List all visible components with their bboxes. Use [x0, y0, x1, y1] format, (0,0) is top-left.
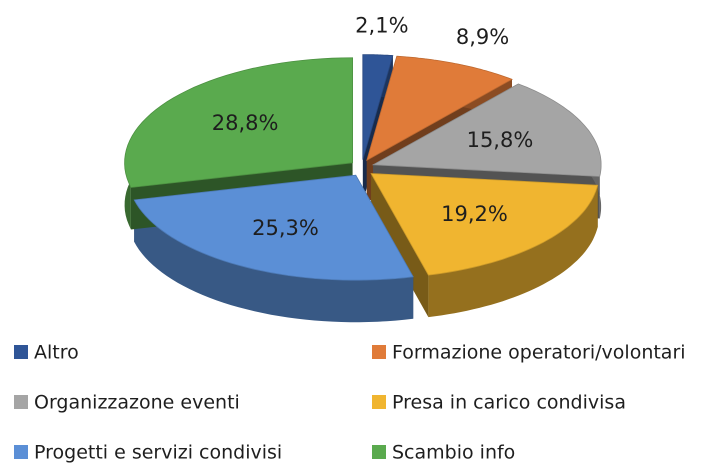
pie-slice	[124, 57, 353, 188]
pie-slice	[133, 174, 414, 281]
slice-cut-wall	[371, 173, 429, 318]
legend-label: Formazione operatori/volontari	[392, 342, 686, 364]
legend-swatch	[14, 345, 28, 359]
data-label: 8,9%	[456, 25, 509, 49]
data-label: 19,2%	[441, 202, 508, 226]
data-label: 2,1%	[355, 14, 408, 38]
legend: Altro Formazione operatori/volontari Organ…	[14, 342, 686, 464]
legend-swatch	[14, 395, 28, 409]
legend-swatch	[372, 395, 386, 409]
slice-side	[134, 199, 414, 323]
pie-slice	[366, 55, 513, 162]
legend-label: Scambio info	[392, 442, 515, 464]
legend-label: Altro	[34, 342, 79, 364]
legend-label: Progetti e servizi condivisi	[34, 442, 282, 464]
pie-slice	[371, 83, 602, 177]
data-label: 25,3%	[252, 216, 319, 240]
legend-swatch	[372, 445, 386, 459]
legend-label: Organizzazone eventi	[34, 392, 240, 414]
legend-swatch	[14, 445, 28, 459]
data-label: 28,8%	[212, 111, 279, 135]
data-label: 15,8%	[467, 128, 534, 152]
legend-label: Presa in carico condivisa	[392, 392, 626, 414]
legend-swatch	[372, 345, 386, 359]
slice-side	[428, 185, 598, 318]
pie-slice	[362, 54, 394, 160]
pie-slice	[370, 173, 599, 276]
